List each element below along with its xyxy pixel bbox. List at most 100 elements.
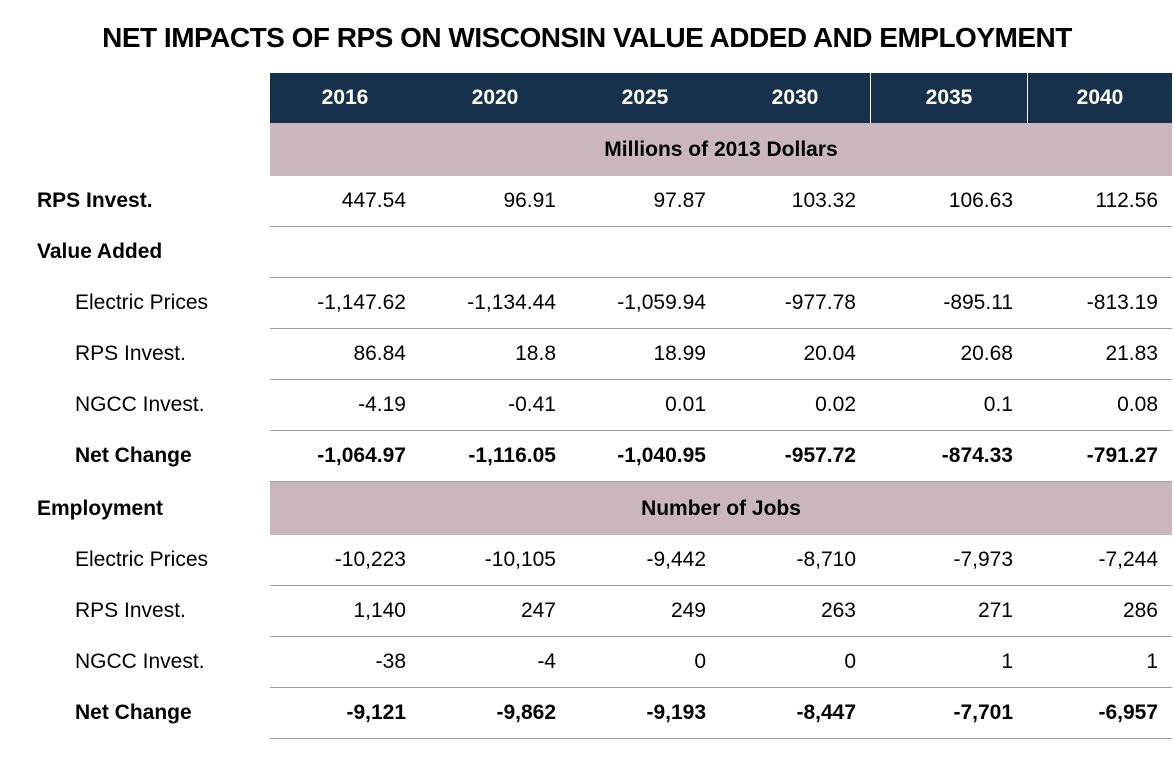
year-header-cells: 2016 2020 2025 2030 2035 2040 [270,73,1172,123]
row-values: -1,064.97 -1,116.05 -1,040.95 -957.72 -8… [270,431,1172,482]
row-label-value-added: Value Added [37,240,163,263]
row-label-electric-prices: Electric Prices [75,291,209,314]
value-cell: 1 [1001,650,1013,673]
value-cell: -1,147.62 [317,291,406,314]
value-cell: -4.19 [358,393,406,416]
value-cell: -791.27 [1086,444,1158,467]
value-cell: 247 [520,599,556,622]
units-band-row-jobs: Employment Number of Jobs [0,482,1174,535]
value-cell: -895.11 [943,291,1013,314]
value-cell: -4 [537,650,556,673]
value-cell: 18.8 [515,342,556,365]
value-cell [870,227,1027,277]
table-row: RPS Invest. 1,140 247 249 263 271 286 [0,586,1174,637]
value-cell: -7,973 [953,548,1013,571]
value-cell: -9,121 [346,701,406,724]
value-cell: -7,244 [1098,548,1158,571]
value-cell: 106.63 [948,189,1013,212]
value-cell: 0.1 [983,393,1013,416]
value-cell: -7,701 [953,701,1013,724]
value-cell: 1 [1146,650,1158,673]
table-row: Net Change -1,064.97 -1,116.05 -1,040.95… [0,431,1174,482]
row-values: 1,140 247 249 263 271 286 [270,586,1172,637]
value-cell: -1,040.95 [617,444,706,467]
value-cell: -6,957 [1098,701,1158,724]
row-label-net-change: Net Change [75,701,192,724]
table-row: Net Change -9,121 -9,862 -9,193 -8,447 -… [0,688,1174,739]
value-cell: -1,116.05 [468,444,556,467]
value-cell [270,227,420,277]
value-cell: 271 [977,599,1013,622]
row-values: -4.19 -0.41 0.01 0.02 0.1 0.08 [270,380,1172,431]
header-label-spacer [0,73,270,123]
value-cell: 103.32 [791,189,856,212]
value-cell: 0 [694,650,706,673]
units-band-row-dollars: Millions of 2013 Dollars [0,123,1174,176]
band-label-spacer [0,123,270,176]
row-label-rps-invest: RPS Invest. [37,189,153,212]
value-cell: -1,064.97 [317,444,406,467]
value-cell: -1,059.94 [617,291,706,314]
row-values [270,227,1172,278]
table-row: NGCC Invest. -38 -4 0 0 1 1 [0,637,1174,688]
value-cell: 97.87 [653,189,706,212]
year-header-2030: 2030 [771,86,819,109]
value-cell: 21.83 [1105,342,1158,365]
value-cell: 86.84 [353,342,406,365]
value-cell: 20.68 [960,342,1013,365]
value-cell: 1,140 [353,599,406,622]
value-cell: -9,193 [646,701,706,724]
table-row: RPS Invest. 447.54 96.91 97.87 103.32 10… [0,176,1174,227]
value-cell: 249 [670,599,706,622]
value-cell: -38 [375,650,406,673]
value-cell: -874.33 [941,444,1013,467]
value-cell: -9,442 [646,548,706,571]
value-cell: 263 [820,599,856,622]
value-cell [720,227,870,277]
value-cell: -10,223 [334,548,406,571]
year-header-2025: 2025 [621,86,669,109]
value-cell: -813.19 [1086,291,1158,314]
year-header-2035: 2035 [870,73,1027,123]
units-band-jobs: Number of Jobs [270,482,1172,535]
value-cell: -0.41 [508,393,556,416]
value-cell: -1,134.44 [467,291,556,314]
page-title: NET IMPACTS OF RPS ON WISCONSIN VALUE AD… [102,22,1072,53]
impacts-table: 2016 2020 2025 2030 2035 2040 Millions o… [0,73,1174,739]
row-values: -1,147.62 -1,134.44 -1,059.94 -977.78 -8… [270,278,1172,329]
value-cell: 0.01 [665,393,706,416]
table-row: RPS Invest. 86.84 18.8 18.99 20.04 20.68… [0,329,1174,380]
value-cell [1027,227,1172,277]
value-cell: 0 [844,650,856,673]
row-label-employment: Employment [37,496,164,520]
value-cell: -10,105 [484,548,556,571]
row-label-ngcc-invest: NGCC Invest. [75,650,205,673]
units-band-dollars: Millions of 2013 Dollars [270,123,1172,176]
row-values: -38 -4 0 0 1 1 [270,637,1172,688]
value-cell: 0.08 [1117,393,1158,416]
value-cell [420,227,570,277]
row-values: 86.84 18.8 18.99 20.04 20.68 21.83 [270,329,1172,380]
year-header-2040: 2040 [1027,73,1172,123]
row-label-rps-invest: RPS Invest. [75,342,186,365]
value-cell: 18.99 [653,342,706,365]
value-cell: 0.02 [815,393,856,416]
row-values: -9,121 -9,862 -9,193 -8,447 -7,701 -6,95… [270,688,1172,739]
row-values: -10,223 -10,105 -9,442 -8,710 -7,973 -7,… [270,535,1172,586]
row-label-electric-prices: Electric Prices [75,548,209,571]
value-cell: 96.91 [503,189,556,212]
value-cell: -8,710 [796,548,856,571]
value-cell: -9,862 [496,701,556,724]
table-row: Electric Prices -10,223 -10,105 -9,442 -… [0,535,1174,586]
row-label-net-change: Net Change [75,444,192,467]
row-values: 447.54 96.91 97.87 103.32 106.63 112.56 [270,176,1172,227]
year-header-2020: 2020 [471,86,519,109]
table-row: NGCC Invest. -4.19 -0.41 0.01 0.02 0.1 0… [0,380,1174,431]
table-header-row: 2016 2020 2025 2030 2035 2040 [0,73,1174,123]
value-cell: -8,447 [796,701,856,724]
value-cell: 20.04 [803,342,856,365]
value-cell [570,227,720,277]
value-cell: -957.72 [784,444,856,467]
value-cell: -977.78 [784,291,856,314]
table-row: Value Added [0,227,1174,278]
